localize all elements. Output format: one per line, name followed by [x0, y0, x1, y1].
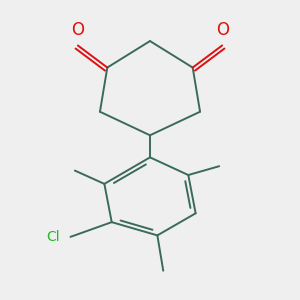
Text: O: O [216, 21, 229, 39]
Text: Cl: Cl [46, 230, 60, 244]
Text: O: O [71, 21, 84, 39]
